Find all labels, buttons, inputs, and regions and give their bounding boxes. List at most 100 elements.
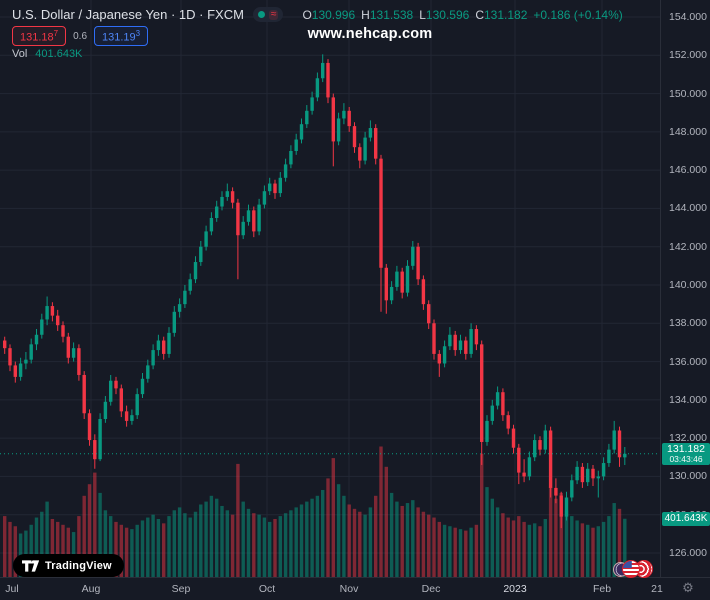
volume-bar: [570, 516, 574, 577]
candle-down: [580, 466, 585, 483]
time-axis[interactable]: ⚙ Jul Aug Sep Oct Nov Dec 2023 Feb 21: [0, 577, 710, 600]
volume-bar: [363, 514, 367, 577]
volume-bar: [342, 495, 346, 577]
volume-bar: [336, 484, 341, 577]
candle-down: [124, 411, 129, 421]
volume-bar: [252, 513, 256, 577]
volume-bar: [405, 503, 410, 577]
candle-down: [427, 304, 431, 324]
candlestick-chart[interactable]: [0, 0, 660, 577]
price-axis-label: 140.000: [669, 279, 707, 291]
candle-up: [130, 415, 134, 421]
candle-up: [405, 265, 410, 293]
last-price-value: 131.182: [667, 442, 705, 455]
candle-up: [533, 440, 537, 458]
volume-bar: [29, 524, 33, 577]
volume-bar: [358, 511, 362, 577]
time-axis-label: Oct: [258, 583, 276, 595]
candle-up: [564, 497, 569, 517]
volume-bar: [294, 507, 298, 577]
candle-down: [273, 183, 277, 194]
candle-up: [278, 177, 282, 194]
candle-up: [241, 221, 245, 236]
candle-down: [13, 365, 17, 377]
volume-bar: [379, 446, 383, 577]
close-label: C: [475, 7, 484, 22]
candle-up: [135, 394, 139, 416]
candle-down: [511, 428, 516, 448]
volume-bar: [289, 510, 293, 577]
volume-bar: [511, 520, 516, 577]
candle-down: [61, 325, 65, 337]
symbol-title[interactable]: U.S. Dollar / Japanese Yen · 1D · FXCM: [12, 7, 244, 22]
series-visibility-toggle[interactable]: ≈: [252, 7, 284, 22]
candle-up: [389, 286, 394, 301]
buy-ask-button[interactable]: 131.193: [94, 26, 149, 46]
candle-down: [416, 246, 420, 280]
volume-bar: [458, 529, 463, 577]
tradingview-logo[interactable]: TradingView: [13, 554, 124, 577]
price-axis-label: 132.000: [669, 432, 707, 445]
candle-up: [34, 334, 39, 345]
volume-bar: [411, 500, 415, 577]
candle-up: [294, 139, 298, 151]
price-axis-label: 144.000: [669, 202, 707, 215]
candle-up: [411, 246, 415, 266]
volume-bar: [167, 516, 171, 577]
up-color-dot-icon: [257, 11, 265, 18]
candle-down: [358, 147, 362, 161]
candle-up: [177, 304, 182, 312]
volume-label: Vol: [12, 48, 28, 60]
candle-down: [162, 340, 166, 354]
chart-pane[interactable]: [0, 0, 660, 577]
candle-up: [543, 430, 547, 450]
volume-bar: [442, 524, 447, 577]
time-axis-label: Aug: [81, 583, 101, 595]
ask-price: 131.19: [102, 31, 136, 44]
time-axis-label: Sep: [171, 583, 191, 595]
last-price-label: 131.182 03:43:46: [662, 442, 710, 465]
candle-up: [167, 332, 171, 354]
candle-up: [607, 449, 611, 464]
candle-down: [50, 306, 55, 316]
sell-bid-button[interactable]: 131.187: [12, 26, 67, 46]
volume-bar: [554, 498, 558, 577]
candle-up: [570, 480, 574, 498]
candle-up: [289, 151, 293, 165]
candle-up: [71, 348, 76, 358]
volume-bar: [156, 519, 161, 577]
settings-gear-icon[interactable]: ⚙: [682, 581, 694, 596]
price-axis[interactable]: 131.182 03:43:46 401.643K 126.000128.000…: [660, 0, 710, 577]
volume-bar: [469, 527, 473, 577]
volume-bar: [331, 458, 335, 577]
volume-bar: [8, 521, 12, 577]
volume-bar: [299, 504, 304, 577]
candle-down: [548, 430, 553, 488]
volume-bar: [3, 516, 7, 577]
low-label: L: [419, 7, 426, 22]
candle-up: [305, 110, 309, 125]
volume-bar: [24, 530, 28, 577]
price-axis-label: 134.000: [669, 393, 707, 406]
candle-down: [66, 336, 70, 358]
candle-down: [617, 430, 622, 458]
volume-bar: [262, 517, 267, 577]
candle-up: [220, 196, 224, 207]
candle-down: [56, 315, 60, 326]
volume-bar: [501, 513, 505, 577]
volume-bar: [564, 510, 569, 577]
volume-bar: [416, 507, 420, 577]
volume-bar: [368, 507, 373, 577]
volume-bar: [305, 501, 309, 577]
volume-bar: [495, 507, 500, 577]
candle-down: [591, 468, 595, 479]
price-axis-label: 136.000: [669, 355, 707, 368]
candle-up: [98, 419, 102, 460]
candle-down: [379, 158, 383, 268]
candle-up: [601, 463, 606, 477]
currency-flags[interactable]: [612, 559, 654, 579]
volume-bar: [34, 517, 39, 577]
volume-bar: [432, 517, 436, 577]
candle-down: [93, 440, 97, 460]
